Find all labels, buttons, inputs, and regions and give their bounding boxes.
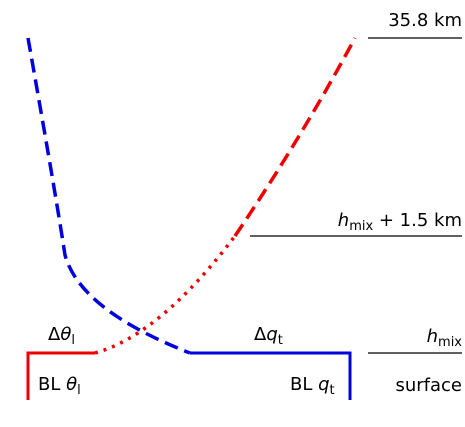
level-label: surface bbox=[395, 375, 462, 396]
variable: h bbox=[338, 210, 349, 231]
variable: h bbox=[427, 326, 438, 347]
variable: θ bbox=[66, 374, 77, 395]
prefix: BL bbox=[290, 374, 318, 395]
suffix: + 1.5 km bbox=[373, 210, 462, 231]
subscript: t bbox=[330, 383, 335, 398]
theta-bl bbox=[26, 351, 95, 400]
prefix: BL bbox=[38, 374, 66, 395]
bl-label: BL qt bbox=[290, 374, 335, 398]
bl-label: BL θl bbox=[38, 374, 81, 398]
variable: q bbox=[266, 324, 277, 345]
variable: θ bbox=[60, 324, 71, 345]
q-dashed bbox=[26, 37, 191, 355]
bottom-strip bbox=[0, 400, 465, 427]
subscript: mix bbox=[349, 219, 373, 234]
subscript: t bbox=[278, 333, 283, 348]
jump-label: Δqt bbox=[254, 324, 283, 348]
variable: q bbox=[318, 374, 329, 395]
subscript: l bbox=[71, 333, 75, 348]
prefix: Δ bbox=[48, 324, 61, 345]
prefix: Δ bbox=[254, 324, 267, 345]
q-bl bbox=[190, 351, 352, 400]
level-label: hmix bbox=[427, 326, 463, 350]
subscript: l bbox=[77, 383, 81, 398]
theta-dashed bbox=[233, 37, 357, 237]
jump-label: Δθl bbox=[48, 324, 75, 348]
subscript: mix bbox=[438, 335, 462, 350]
level-label: 35.8 km bbox=[388, 10, 462, 31]
theta-dotted bbox=[94, 234, 237, 355]
level-label: hmix + 1.5 km bbox=[338, 210, 462, 234]
